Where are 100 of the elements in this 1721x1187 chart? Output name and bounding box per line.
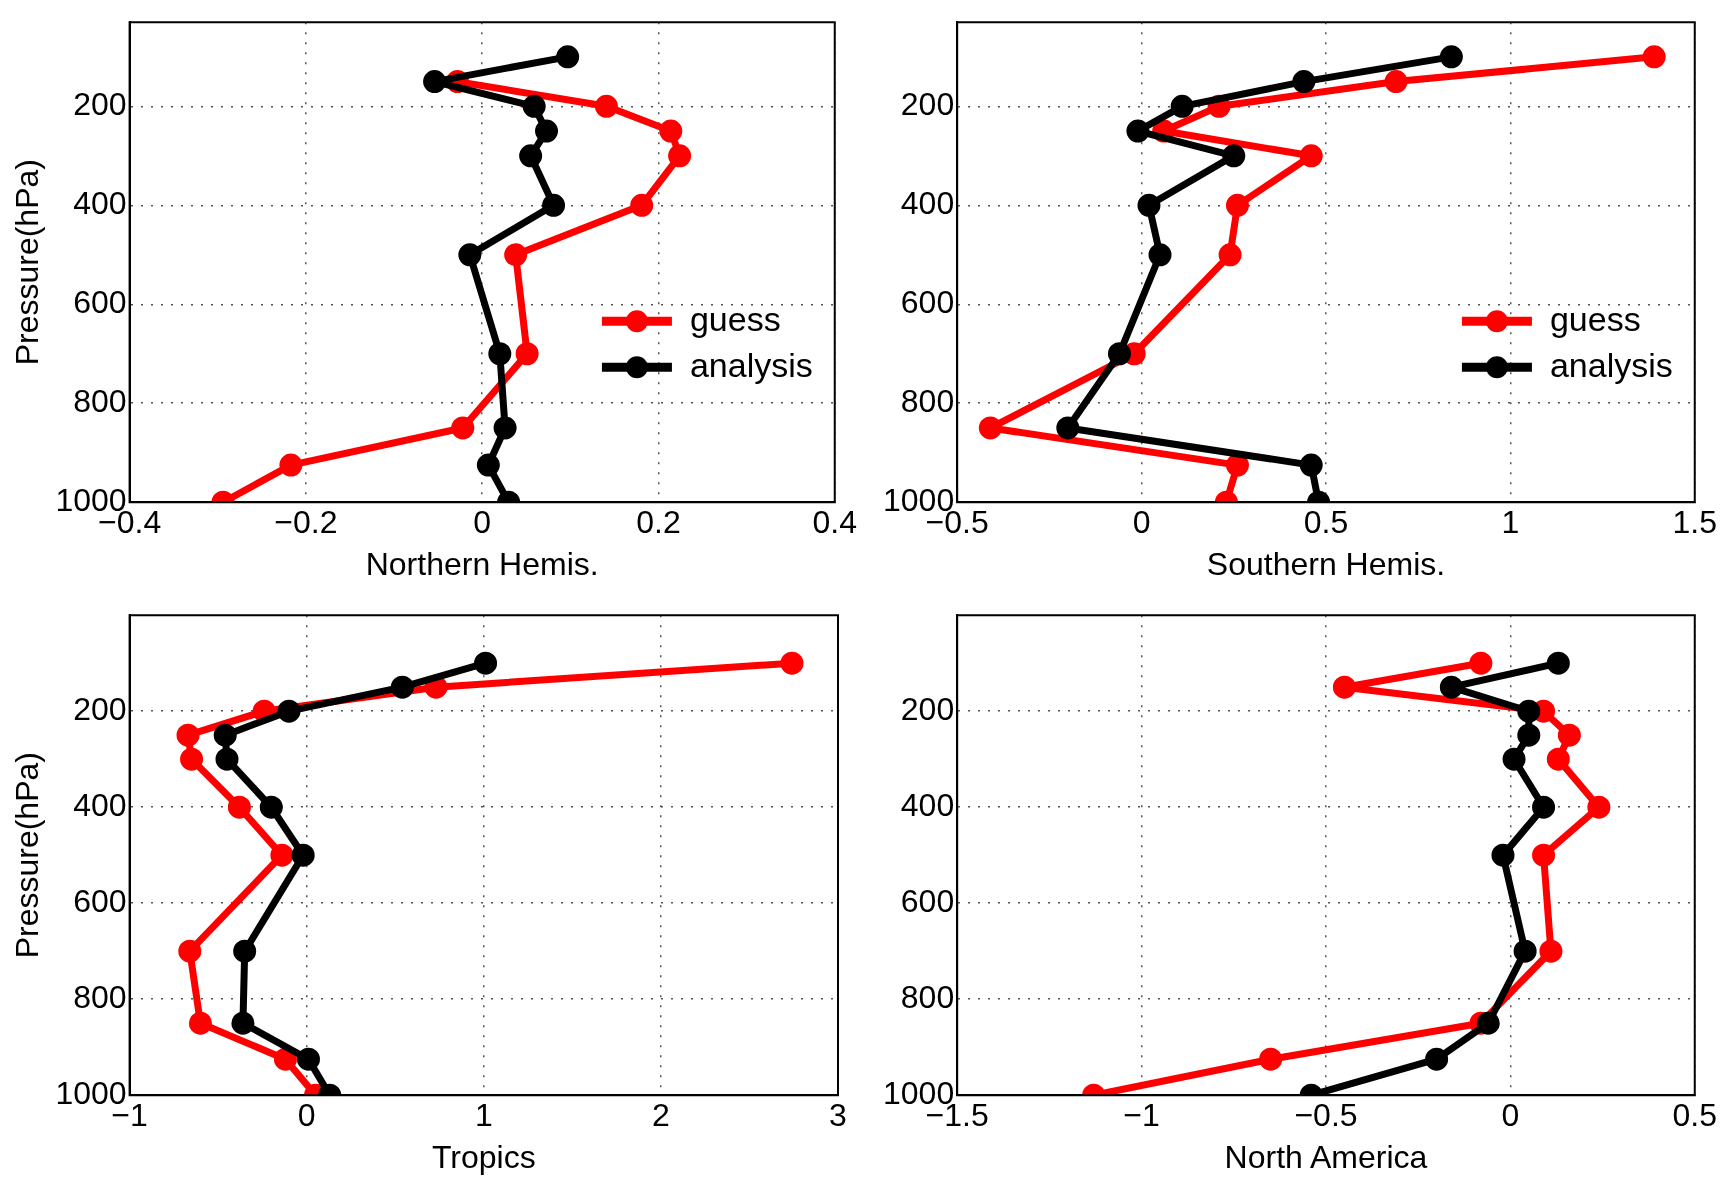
point: [1469, 651, 1493, 675]
x-tick-label: 0.5: [1672, 1097, 1717, 1134]
point: [188, 1011, 212, 1035]
point: [978, 416, 1002, 440]
point: [630, 193, 654, 217]
y-tick-label: 200: [73, 691, 127, 728]
x-tick-label: 3: [829, 1097, 847, 1134]
x-tick-label: 0: [473, 504, 492, 541]
point: [1517, 699, 1541, 723]
point: [1439, 45, 1463, 69]
point: [1299, 144, 1323, 168]
point: [474, 651, 498, 675]
point: [1425, 1047, 1449, 1071]
point: [556, 45, 580, 69]
y-tick-label: 400: [73, 185, 127, 222]
point: [277, 699, 301, 723]
point: [291, 843, 315, 867]
legend-label: analysis: [1549, 345, 1673, 384]
x-axis-title: Tropics: [431, 1138, 536, 1175]
point: [659, 119, 683, 143]
y-tick-label: 200: [73, 86, 127, 123]
legend-label: analysis: [689, 345, 813, 384]
x-axis-title: Northern Hemis.: [365, 545, 599, 582]
point: [1148, 243, 1172, 267]
point: [458, 243, 482, 267]
point: [231, 1011, 255, 1035]
y-tick-label: 200: [900, 691, 955, 728]
point: [270, 843, 294, 867]
point: [1476, 1011, 1500, 1035]
point: [1292, 70, 1316, 94]
x-tick-label: 1: [1501, 504, 1520, 541]
point: [213, 723, 237, 747]
y-tick-label: 200: [900, 86, 955, 123]
point: [227, 795, 251, 819]
point: [1170, 94, 1194, 118]
y-tick-label: 600: [73, 883, 127, 920]
point: [522, 94, 546, 118]
legend-label: guess: [1549, 299, 1641, 338]
y-tick-label: 800: [900, 979, 955, 1016]
y-tick-label: 600: [900, 883, 955, 920]
point: [1222, 144, 1246, 168]
point: [1517, 723, 1541, 747]
point: [451, 416, 475, 440]
point: [1225, 193, 1249, 217]
point: [1502, 747, 1526, 771]
y-tick-label: 600: [900, 284, 955, 321]
point: [1332, 675, 1356, 699]
x-tick-label: 0: [1132, 504, 1151, 541]
point: [1439, 675, 1463, 699]
x-tick-label: −0.2: [274, 504, 338, 541]
point: [279, 453, 303, 477]
point: [176, 723, 200, 747]
y-tick-label: 600: [73, 284, 127, 321]
point: [476, 453, 500, 477]
x-axis-title: Southern Hemis.: [1206, 545, 1446, 582]
point: [493, 416, 517, 440]
x-tick-label: 0.4: [812, 504, 857, 541]
point: [1642, 45, 1666, 69]
point: [1126, 119, 1150, 143]
point: [1546, 747, 1570, 771]
point: [1532, 795, 1556, 819]
point: [1225, 453, 1249, 477]
y-tick-label: 800: [73, 979, 127, 1016]
point: [1532, 843, 1556, 867]
x-tick-label: 0: [297, 1097, 316, 1134]
point: [780, 651, 804, 675]
point: [1546, 651, 1570, 675]
y-tick-label: 800: [73, 383, 127, 420]
point: [423, 70, 447, 94]
point: [504, 243, 528, 267]
point: [296, 1047, 320, 1071]
point: [1056, 416, 1080, 440]
x-tick-label: −1: [1123, 1097, 1160, 1134]
y-axis-title: Pressure(hPa): [9, 752, 46, 959]
point: [1384, 70, 1408, 94]
point: [1513, 939, 1537, 963]
x-tick-label: 1.5: [1672, 504, 1717, 541]
y-tick-label: 400: [900, 185, 955, 222]
y-axis-title: Pressure(hPa): [9, 159, 46, 366]
point: [519, 144, 543, 168]
point: [668, 144, 692, 168]
point: [515, 342, 539, 366]
point: [1299, 453, 1323, 477]
x-axis-title: North America: [1224, 1138, 1428, 1175]
point: [390, 675, 414, 699]
point: [1587, 795, 1611, 819]
point: [1259, 1047, 1283, 1071]
point: [535, 119, 559, 143]
x-tick-label: 0.2: [636, 504, 681, 541]
legend-label: guess: [689, 299, 781, 338]
point: [1218, 243, 1242, 267]
point: [1539, 939, 1563, 963]
point: [542, 193, 566, 217]
y-tick-label: 400: [900, 787, 955, 824]
point: [1557, 723, 1581, 747]
point: [215, 747, 239, 771]
x-tick-label: 0.5: [1303, 504, 1349, 541]
point: [594, 94, 618, 118]
x-tick-label: −0.5: [1294, 1097, 1358, 1134]
x-tick-label: 2: [652, 1097, 670, 1134]
